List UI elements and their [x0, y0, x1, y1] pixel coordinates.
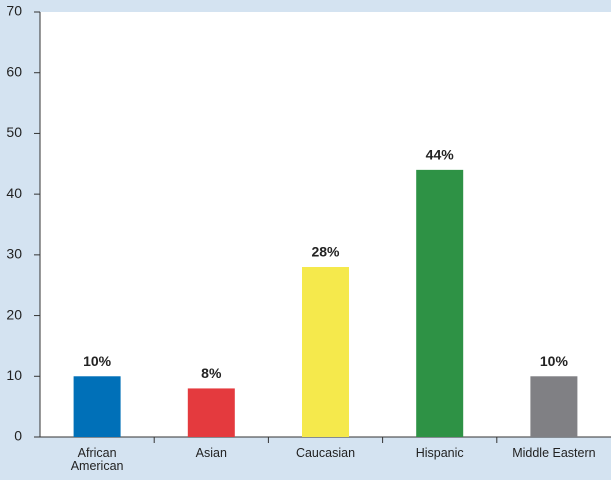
bar — [416, 169, 464, 437]
data-label: 10% — [540, 353, 569, 369]
y-tick-label: 10 — [6, 367, 22, 383]
bar — [530, 376, 578, 437]
x-tick-label: Caucasian — [295, 446, 356, 460]
y-tick-label: 50 — [6, 124, 22, 140]
data-label: 44% — [426, 147, 455, 163]
y-tick-label: 40 — [6, 185, 22, 201]
x-tick-label: Middle Eastern — [512, 446, 596, 460]
bar — [302, 267, 349, 437]
y-tick-label: 60 — [6, 63, 22, 79]
y-tick-label: 30 — [6, 246, 22, 262]
data-label: 28% — [311, 244, 340, 260]
y-tick-label: 20 — [6, 306, 22, 322]
data-label: 10% — [83, 353, 112, 369]
y-tick-label: 0 — [14, 428, 22, 444]
x-tick-label: African American — [70, 446, 124, 473]
bar — [73, 376, 121, 437]
y-tick-label: 70 — [6, 3, 22, 19]
data-label: 8% — [201, 365, 222, 381]
bar — [187, 388, 235, 437]
x-tick-label: Hispanic — [415, 446, 464, 460]
x-tick-label: Asian — [195, 446, 227, 460]
